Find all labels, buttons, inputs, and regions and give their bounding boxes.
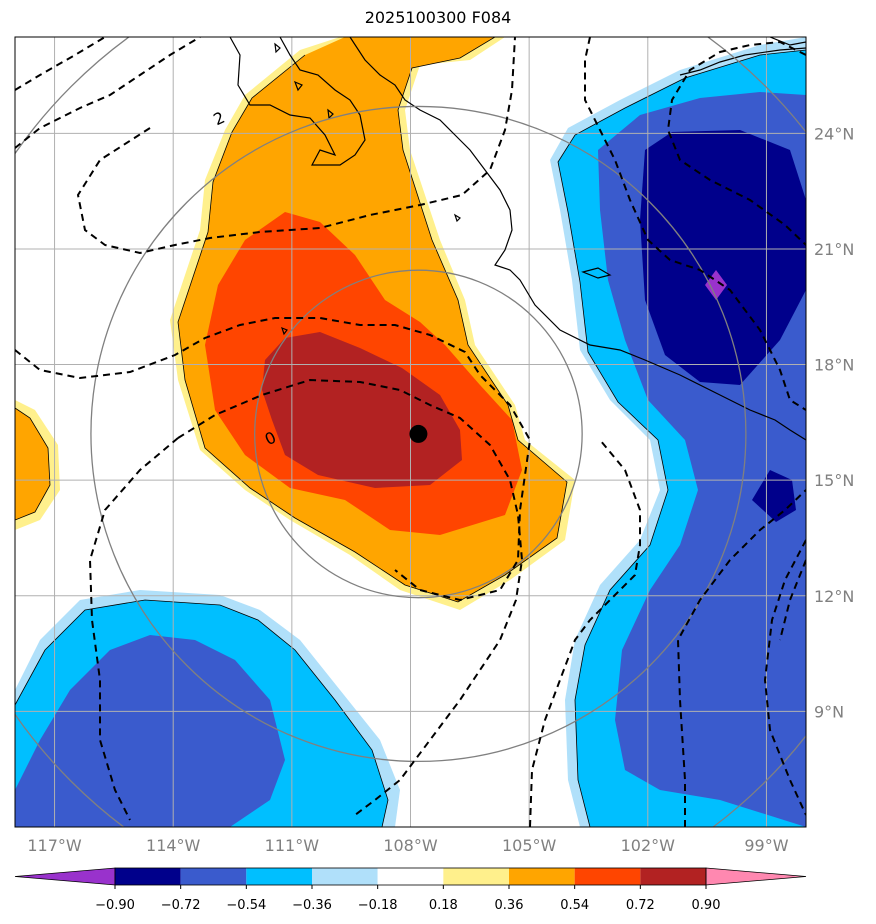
- coastline-north-east: [679, 47, 806, 76]
- colorbar-tick-label: 0.54: [560, 898, 589, 913]
- contour-line-neg-east2: [666, 40, 806, 246]
- coastline-baja: [229, 37, 366, 166]
- fill-negative-east-0.72b: [752, 470, 796, 522]
- colorbar-tick-label: 0.36: [495, 898, 524, 913]
- lon-tick-label: 111°W: [265, 836, 320, 855]
- fill-positive-left-0.36: [15, 408, 50, 520]
- contour-line-neg-east3: [529, 439, 641, 827]
- colorbar-tick-label: −0.54: [226, 898, 266, 913]
- coastlines: [229, 37, 806, 441]
- lat-tick-label: 21°N: [814, 240, 854, 259]
- colorbar: −0.90 −0.72 −0.54 −0.36 −0.18 0.18 0.36 0.54 0.7…: [14, 867, 807, 913]
- contour-line-0b: [177, 378, 524, 816]
- lon-tick-label: 117°W: [27, 836, 82, 855]
- lat-tick-label: 9°N: [814, 702, 844, 721]
- island-3: [281, 326, 288, 336]
- colorbar-frame: [114, 867, 707, 886]
- lat-tick-label: 24°N: [814, 124, 854, 143]
- coastline-mainland: [349, 37, 806, 441]
- island-5: [274, 42, 281, 54]
- lon-tick-label: 114°W: [146, 836, 201, 855]
- lat-tick-label: 12°N: [814, 587, 854, 606]
- longitude-tick-labels: 117°W 114°W 111°W 108°W 105°W 102°W 99°W: [27, 836, 788, 855]
- colorbar-bin: [115, 868, 181, 885]
- colorbar-bin: [180, 868, 247, 885]
- dashed-contours: [15, 37, 806, 827]
- latitude-tick-labels: 9°N 12°N 15°N 18°N 21°N 24°N: [814, 124, 854, 721]
- island-6: [327, 108, 334, 120]
- contour-line-0: [15, 317, 532, 602]
- colorbar-bin: [312, 868, 378, 885]
- lon-tick-label: 105°W: [502, 836, 557, 855]
- lon-tick-label: 108°W: [383, 836, 438, 855]
- map-title: 2025100300 F084: [364, 8, 512, 27]
- colorbar-extend-low: [14, 867, 116, 886]
- colorbar-extend-high: [705, 867, 807, 886]
- colorbar-tick-label: 0.90: [692, 898, 721, 913]
- colorbar-bin: [443, 868, 509, 885]
- contour-line-2c: [76, 37, 516, 255]
- lat-tick-label: 15°N: [814, 471, 854, 490]
- island-4: [293, 80, 303, 92]
- gridlines: [15, 37, 806, 827]
- colorbar-bin: [509, 868, 575, 885]
- lat-tick-label: 18°N: [814, 356, 854, 375]
- colorbar-tick-label: −0.18: [358, 898, 398, 913]
- lon-tick-label: 99°W: [744, 836, 788, 855]
- colorbar-bin: [640, 868, 706, 885]
- colorbar-tick-label: −0.90: [95, 898, 135, 913]
- fill-positive-0.72: [262, 332, 462, 488]
- coastline-gulf-east: [769, 37, 806, 46]
- lon-tick-label: 102°W: [621, 836, 676, 855]
- island-1: [581, 267, 612, 279]
- colorbar-bin: [246, 868, 312, 885]
- colorbar-bin: [574, 868, 641, 885]
- island-2: [453, 213, 461, 223]
- colorbar-bin: [377, 868, 444, 885]
- contour-line-neg-east4: [676, 489, 806, 827]
- range-ring: [254, 269, 583, 599]
- fill-negative-sw-0.54: [15, 635, 285, 827]
- contour-label: 2: [210, 108, 227, 130]
- contour-line-neg-east5: [763, 539, 806, 816]
- contour-line-neg-east6: [779, 559, 806, 641]
- contour-line-2b: [15, 37, 106, 91]
- colorbar-tick-label: 0.72: [626, 898, 655, 913]
- contour-line-2: [15, 37, 201, 149]
- colorbar-tick-label: −0.36: [292, 898, 332, 913]
- storm-center-marker: [409, 424, 428, 443]
- colorbar-tick-label: −0.72: [161, 898, 201, 913]
- range-ring: [90, 105, 747, 763]
- colorbar-tick-label: 0.18: [429, 898, 458, 913]
- contour-line-neg-east: [584, 37, 806, 411]
- fill-negative-east-0.72: [640, 130, 806, 385]
- thin-contour-outlines: [15, 37, 806, 827]
- map-border: [14, 36, 807, 828]
